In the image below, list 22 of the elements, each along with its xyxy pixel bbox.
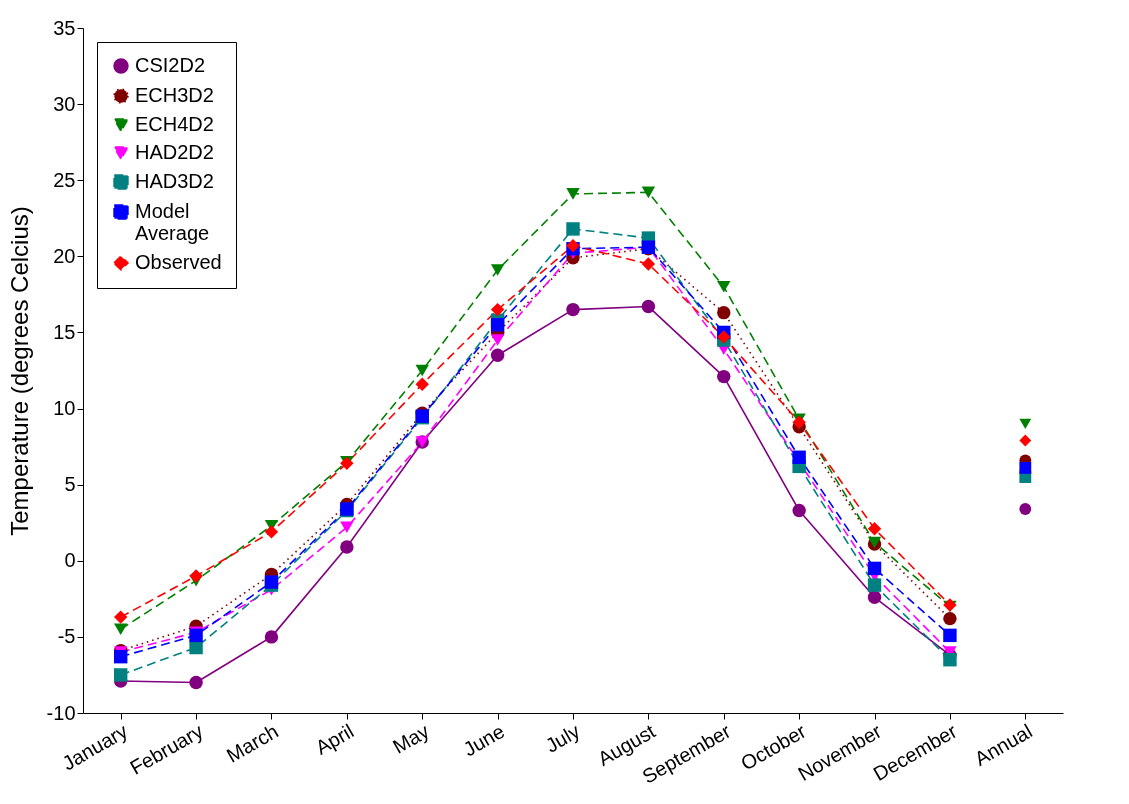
y-tick-label: -10 — [46, 701, 76, 724]
x-tick-label: April — [311, 719, 358, 759]
y-tick-label: 20 — [53, 244, 76, 267]
y-tick-label: 15 — [53, 320, 76, 343]
y-tick-label: 5 — [64, 473, 76, 496]
legend-label: Observed — [135, 251, 222, 273]
legend-label: Model Average — [135, 200, 210, 244]
y-tick-label: 35 — [53, 16, 76, 39]
x-tick-label: July — [541, 719, 584, 757]
y-tick-label: 0 — [64, 549, 76, 572]
y-tick-label: 25 — [53, 168, 76, 191]
legend-label: CSI2D2 — [135, 54, 206, 76]
y-tick-label: -5 — [57, 625, 76, 648]
y-axis-title: Temperature (degrees Celcius) — [5, 206, 33, 536]
legend-label: HAD2D2 — [135, 141, 214, 163]
x-tick-label: May — [389, 719, 433, 758]
legend-label: ECH4D2 — [135, 113, 214, 135]
legend-label: ECH3D2 — [135, 84, 214, 106]
y-tick-label: 10 — [53, 397, 76, 420]
x-tick-label: June — [459, 719, 509, 761]
y-tick-label: 30 — [53, 92, 76, 115]
legend-label: HAD3D2 — [135, 170, 214, 192]
